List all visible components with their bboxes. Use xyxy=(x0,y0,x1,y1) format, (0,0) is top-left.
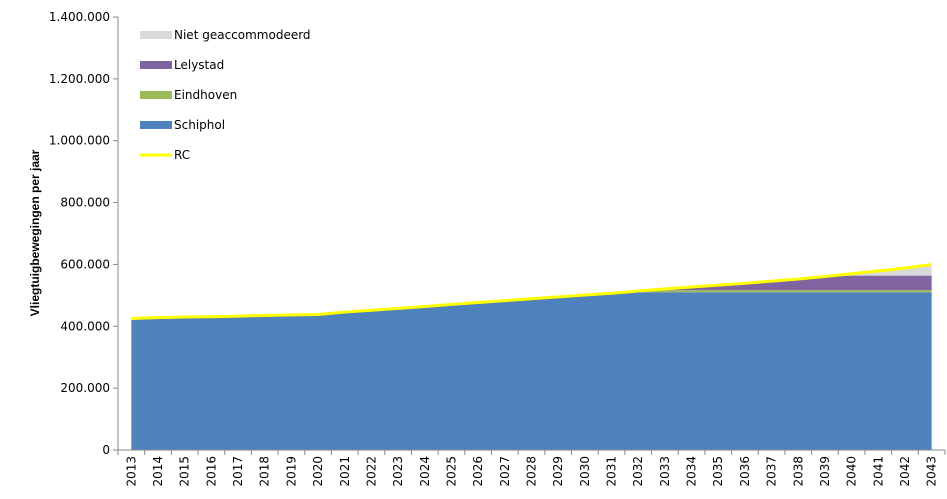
legend-label: Lelystad xyxy=(174,58,224,72)
x-tick-label: 2028 xyxy=(525,456,539,487)
x-tick-label: 2031 xyxy=(605,456,619,487)
x-tick-label: 2022 xyxy=(364,456,378,487)
x-tick-label: 2042 xyxy=(898,456,912,487)
x-tick-label: 2037 xyxy=(765,456,779,487)
y-tick-label: 800.000 xyxy=(60,196,110,210)
y-tick-label: 1.400.000 xyxy=(49,10,110,24)
x-tick-label: 2039 xyxy=(818,456,832,487)
x-tick-label: 2016 xyxy=(204,456,218,487)
x-tick-label: 2026 xyxy=(471,456,485,487)
legend-item-lelystad: Lelystad xyxy=(140,58,224,72)
x-tick-label: 2038 xyxy=(791,456,805,487)
x-tick-label: 2040 xyxy=(845,456,859,487)
legend-label: Schiphol xyxy=(174,118,225,132)
legend: Niet geaccommodeerd Lelystad Eindhoven Schi… xyxy=(140,28,311,162)
y-tick-label: 1.000.000 xyxy=(49,134,110,148)
x-tick-label: 2036 xyxy=(738,456,752,487)
x-tick-label: 2020 xyxy=(311,456,325,487)
x-tick-label: 2029 xyxy=(551,456,565,487)
legend-item-niet-geaccommodeerd: Niet geaccommodeerd xyxy=(140,28,311,42)
x-tick-label: 2032 xyxy=(631,456,645,487)
x-tick-label: 2025 xyxy=(444,456,458,487)
legend-swatch xyxy=(140,121,172,129)
plot-area xyxy=(131,262,932,450)
x-tick-label: 2027 xyxy=(498,456,512,487)
x-tick-label: 2018 xyxy=(258,456,272,487)
axes: 0 200.000 400.000 600.000 800.000 1.000.000 1.… xyxy=(49,10,946,487)
y-tick-label: 400.000 xyxy=(60,319,110,333)
x-tick-label: 2023 xyxy=(391,456,405,487)
legend-swatch xyxy=(140,61,172,69)
y-tick-label: 200.000 xyxy=(60,381,110,395)
x-tick-label: 2030 xyxy=(578,456,592,487)
x-tick-label: 2014 xyxy=(151,456,165,487)
x-tick-label: 2035 xyxy=(711,456,725,487)
x-tick-label: 2041 xyxy=(871,456,885,487)
y-tick-label: 600.000 xyxy=(60,257,110,271)
y-tick-label: 1.200.000 xyxy=(49,72,110,86)
x-tick-label: 2013 xyxy=(124,456,138,487)
x-tick-label: 2021 xyxy=(338,456,352,487)
area-lelystad xyxy=(131,275,932,320)
x-tick-label: 2034 xyxy=(685,456,699,487)
line-rc xyxy=(131,262,932,321)
legend-item-schiphol: Schiphol xyxy=(140,118,225,132)
x-tick-label: 2017 xyxy=(231,456,245,487)
x-tick-label: 2019 xyxy=(284,456,298,487)
y-axis-label: Vliegtuigbewegingen per jaar xyxy=(28,149,42,316)
legend-item-eindhoven: Eindhoven xyxy=(140,88,237,102)
x-tick-label: 2024 xyxy=(418,456,432,487)
legend-swatch xyxy=(140,91,172,99)
legend-item-rc: RC xyxy=(140,148,190,162)
y-tick-label: 0 xyxy=(102,443,110,457)
legend-label: RC xyxy=(174,148,190,162)
area-schiphol xyxy=(131,292,932,450)
x-tick-label: 2015 xyxy=(178,456,192,487)
legend-label: Eindhoven xyxy=(174,88,237,102)
legend-label: Niet geaccommodeerd xyxy=(174,28,311,42)
legend-swatch xyxy=(140,31,172,39)
x-tick-label: 2043 xyxy=(925,456,939,487)
x-tick-label: 2033 xyxy=(658,456,672,487)
